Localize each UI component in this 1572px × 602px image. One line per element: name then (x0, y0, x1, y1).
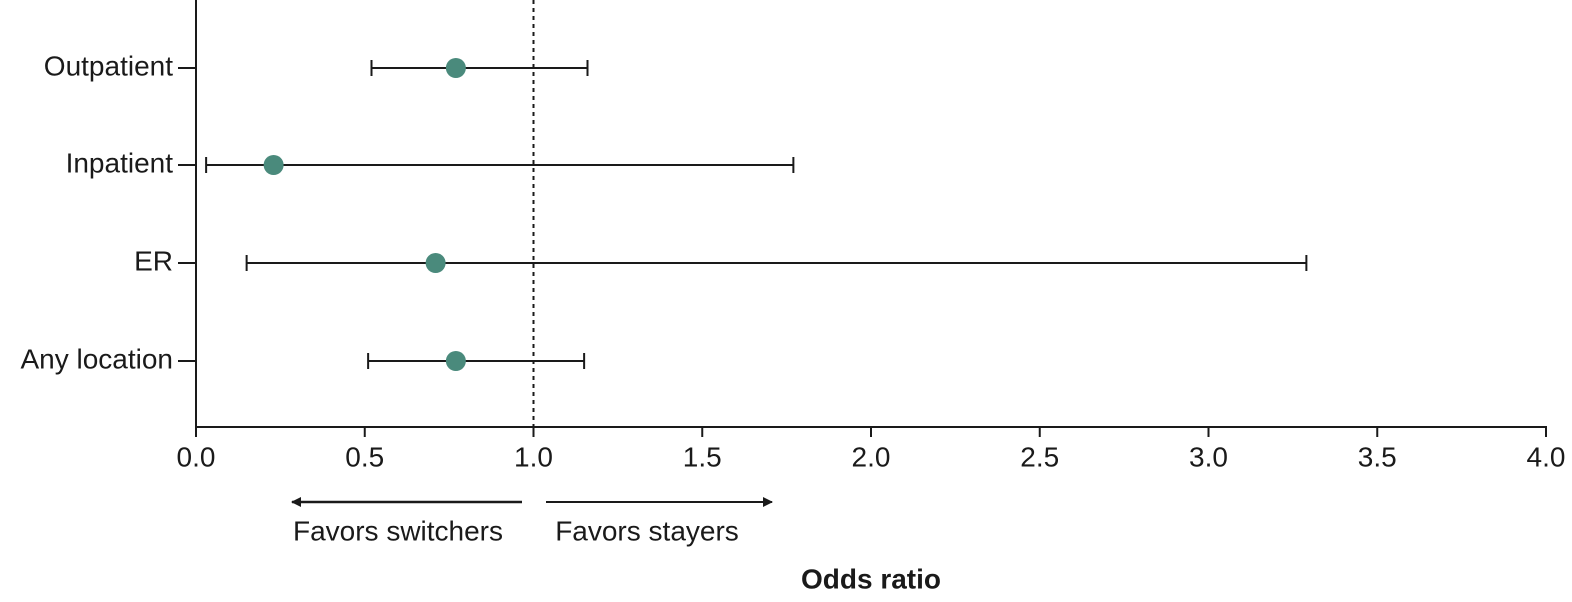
point-estimate (445, 351, 466, 371)
annotation: Favors stayers (555, 515, 739, 546)
x-tick-label: 3.0 (1189, 441, 1228, 472)
x-tick-label: 0.5 (345, 441, 384, 472)
x-tick-label: 1.5 (683, 441, 722, 472)
y-tick-label: Any location (20, 343, 173, 374)
x-tick-label: 2.0 (852, 441, 891, 472)
x-tick-label: 1.0 (514, 441, 553, 472)
y-tick-label: ER (134, 245, 173, 276)
point-estimate (445, 58, 466, 78)
point-estimate (425, 253, 446, 273)
x-tick-label: 2.5 (1020, 441, 1059, 472)
x-tick-label: 3.5 (1358, 441, 1397, 472)
annotation: Favors switchers (293, 515, 503, 546)
point-estimate (263, 155, 284, 175)
y-tick-label: Outpatient (44, 50, 173, 81)
x-tick-label: 4.0 (1527, 441, 1566, 472)
x-tick-label: 0.0 (177, 441, 216, 472)
y-tick-label: Inpatient (66, 147, 174, 178)
x-axis-label: Odds ratio (801, 563, 941, 594)
